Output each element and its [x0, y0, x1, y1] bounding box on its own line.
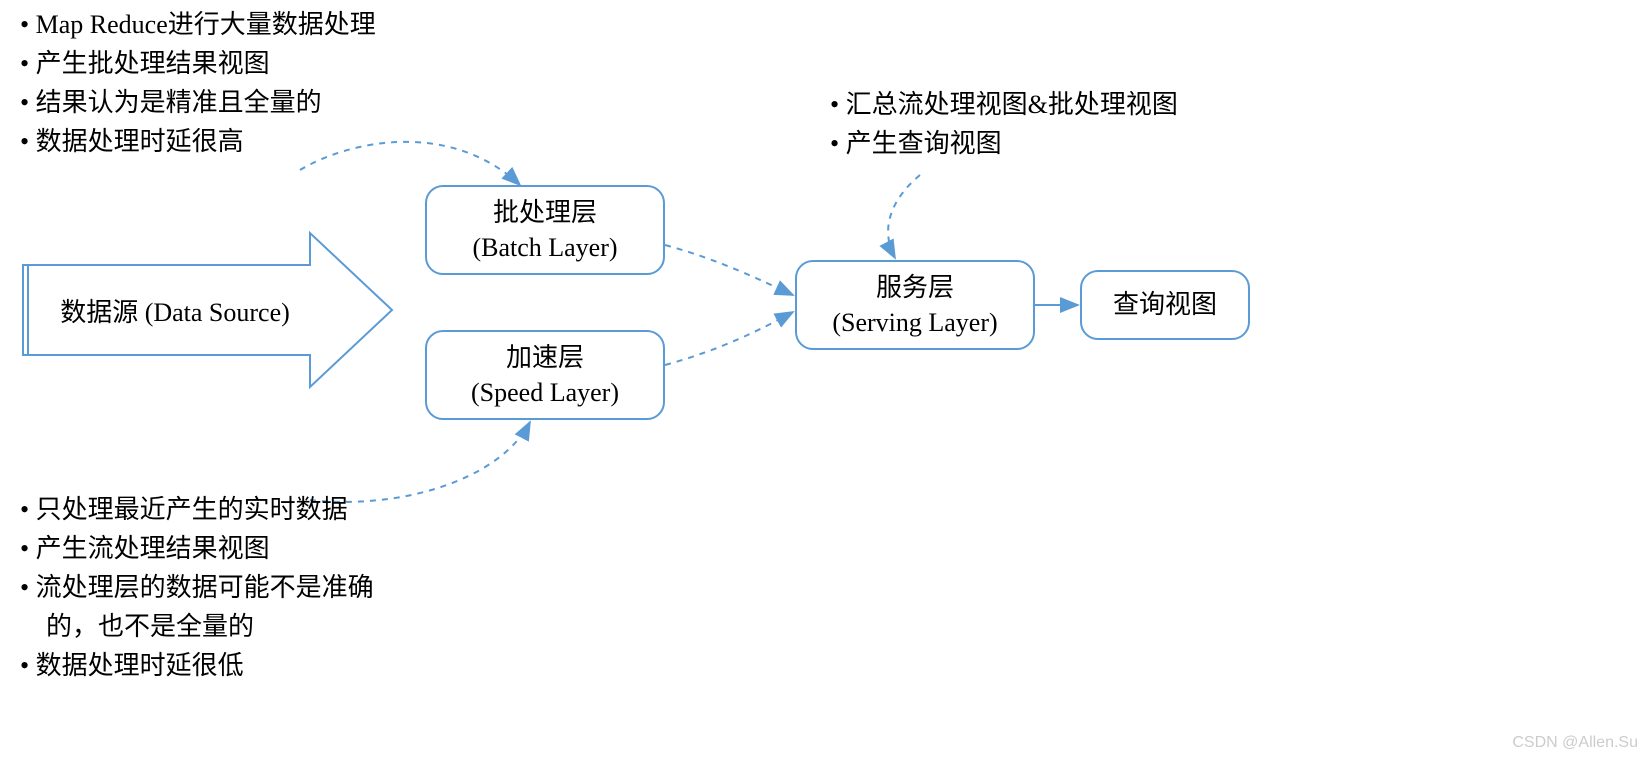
- bullet-item: 产生查询视图: [830, 124, 1178, 163]
- serving-layer-line1: 服务层: [876, 270, 954, 305]
- bullet-item: 汇总流处理视图&批处理视图: [830, 85, 1178, 124]
- batch-layer-node: 批处理层 (Batch Layer): [425, 185, 665, 275]
- bullets-right: 汇总流处理视图&批处理视图 产生查询视图: [830, 85, 1178, 163]
- data-source-node: 数据源 (Data Source): [20, 230, 395, 390]
- edge-right-to-serving: [888, 175, 920, 258]
- query-view-node: 查询视图: [1080, 270, 1250, 340]
- edge-batch-to-serving: [665, 245, 793, 295]
- batch-layer-line1: 批处理层: [493, 195, 597, 230]
- speed-layer-line2: (Speed Layer): [471, 375, 619, 410]
- batch-layer-line2: (Batch Layer): [472, 230, 617, 265]
- bullet-item: 产生流处理结果视图: [20, 529, 420, 568]
- speed-layer-node: 加速层 (Speed Layer): [425, 330, 665, 420]
- bullets-bottom: 只处理最近产生的实时数据 产生流处理结果视图 流处理层的数据可能不是准确的，也不…: [20, 490, 420, 685]
- serving-layer-node: 服务层 (Serving Layer): [795, 260, 1035, 350]
- bullet-item: Map Reduce进行大量数据处理: [20, 5, 376, 44]
- edge-speed-to-serving: [665, 312, 793, 365]
- bullet-item: 结果认为是精准且全量的: [20, 83, 376, 122]
- query-view-label: 查询视图: [1113, 287, 1217, 322]
- speed-layer-line1: 加速层: [506, 340, 584, 375]
- bullet-item: 流处理层的数据可能不是准确的，也不是全量的: [20, 568, 420, 646]
- bullets-top: Map Reduce进行大量数据处理 产生批处理结果视图 结果认为是精准且全量的…: [20, 5, 376, 161]
- bullet-item: 只处理最近产生的实时数据: [20, 490, 420, 529]
- serving-layer-line2: (Serving Layer): [832, 305, 997, 340]
- data-source-label: 数据源 (Data Source): [60, 292, 290, 329]
- bullet-item: 数据处理时延很高: [20, 122, 376, 161]
- watermark: CSDN @Allen.Su: [1512, 734, 1638, 752]
- bullet-item: 产生批处理结果视图: [20, 44, 376, 83]
- bullet-item: 数据处理时延很低: [20, 646, 420, 685]
